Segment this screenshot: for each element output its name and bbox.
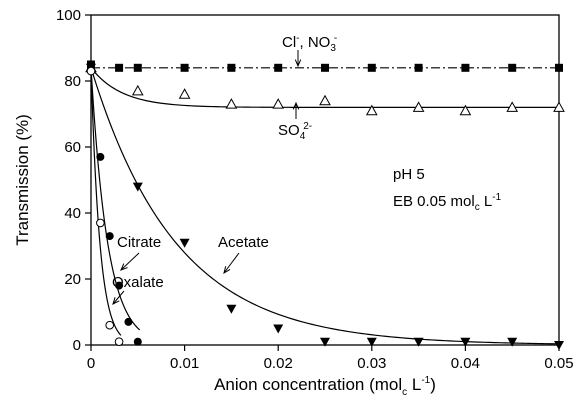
y-tick-label: 60: [64, 139, 81, 156]
so4-point: [272, 98, 285, 109]
annotation-so4: SO42-: [278, 121, 312, 142]
arrow-acetate: [223, 252, 240, 274]
so4-point: [365, 104, 378, 116]
x-axis-title: Anion concentration (molc L-1): [214, 375, 436, 398]
arrow-citrate-head: [120, 263, 128, 271]
annotation-oxalate: Oxalate: [112, 274, 164, 291]
so4-point: [459, 104, 472, 116]
acetate-point: [554, 341, 564, 350]
acetate-point: [132, 182, 143, 192]
x-axis-title-tail: L: [407, 375, 421, 394]
x-tick-label: 0.01: [170, 355, 199, 372]
annotation-eb: EB 0.05 molc L-1: [393, 192, 502, 213]
cl-no3-point: [180, 63, 189, 72]
cl-no3-point: [274, 63, 283, 72]
arrow-citrate: [120, 252, 140, 271]
y-tick-label: 80: [64, 73, 81, 90]
acetate-point: [413, 337, 424, 347]
so4-point: [553, 101, 565, 112]
cl-no3-point: [367, 63, 376, 72]
oxalate-point: [86, 66, 96, 76]
y-tick-label: 20: [64, 271, 81, 288]
annotation-eb-tail: L: [480, 193, 493, 210]
arrow-acetate-head: [223, 266, 231, 275]
annotation-no3: , NO: [300, 34, 331, 51]
so4-point: [131, 84, 144, 96]
y-axis-title: Transmission (%): [13, 114, 32, 246]
arrow-oxalate: [112, 290, 125, 305]
arrow-cl-no3-head: [294, 59, 302, 68]
arrow-so4-head: [292, 101, 300, 110]
x-tick-label: 0.02: [264, 355, 293, 372]
acetate-point: [460, 337, 471, 347]
cl-no3-point: [414, 63, 423, 72]
x-axis-title-main: Anion concentration (mol: [214, 375, 402, 394]
data-markers: [85, 60, 565, 350]
acetate-fit-curve: [90, 67, 560, 345]
arrow-oxalate-head: [112, 297, 120, 305]
oxalate-fit-curve: [90, 67, 122, 336]
x-axis-title-sup: -1: [421, 375, 430, 386]
acetate-point: [366, 337, 377, 347]
x-tick-label: 0: [87, 355, 95, 372]
citrate-point: [105, 232, 114, 241]
cl-no3-point: [321, 63, 329, 72]
cl-no3-point: [461, 63, 470, 72]
acetate-point: [226, 304, 237, 314]
annotation-eb-sub: c: [475, 202, 480, 213]
citrate-point: [124, 317, 133, 326]
annotation-citrate: Citrate: [117, 234, 161, 251]
annotation-acetate: Acetate: [218, 234, 269, 251]
cl-no3-point: [133, 63, 142, 72]
citrate-point: [133, 337, 142, 346]
so4-point: [412, 101, 425, 112]
y-tick-label: 0: [73, 337, 81, 354]
acetate-point: [179, 238, 190, 248]
annotation-ph: pH 5: [393, 166, 425, 183]
cl-no3-point: [555, 63, 563, 72]
cl-no3-point: [115, 63, 124, 72]
oxalate-point: [96, 218, 105, 228]
so4-fit-curve: [90, 67, 559, 108]
acetate-point: [273, 324, 284, 334]
acetate-point: [320, 337, 330, 347]
y-tick-label: 40: [64, 205, 81, 222]
so4-point: [225, 98, 238, 109]
axis-ticks: 0 0.01 0.02 0.03 0.04 0.05 0 20 40 60 80 100: [56, 7, 574, 372]
annotation-eb-main: EB 0.05 mol: [393, 193, 475, 210]
x-axis-title-close: ): [430, 375, 436, 394]
x-tick-label: 0.03: [357, 355, 386, 372]
so4-point: [319, 94, 331, 106]
annotation-no3-sub: 3: [330, 43, 336, 54]
citrate-point: [96, 152, 105, 161]
oxalate-point: [114, 337, 124, 347]
annotation-arrows: [112, 50, 302, 305]
x-tick-label: 0.04: [451, 355, 480, 372]
cl-no3-point: [508, 63, 517, 72]
so4-point: [506, 101, 519, 112]
annotation-so4-sub: 4: [300, 131, 306, 142]
y-tick-label: 100: [56, 7, 81, 24]
x-tick-label: 0.05: [544, 355, 573, 372]
annotation-no3-sup: -: [334, 33, 337, 44]
acetate-point: [507, 337, 518, 347]
cl-no3-point: [227, 63, 236, 72]
annotation-cl: Cl: [282, 34, 296, 51]
oxalate-point: [105, 320, 115, 330]
so4-point: [178, 88, 191, 99]
annotation-cl-no3: Cl-, NO3-: [282, 33, 337, 54]
annotation-cl-sup: -: [296, 33, 299, 44]
x-axis-title-sub: c: [402, 387, 407, 398]
annotation-eb-sup: -1: [492, 192, 501, 203]
citrate-point: [115, 281, 124, 290]
annotation-so4-sup: 2-: [303, 121, 312, 132]
annotation-so4-main: SO: [278, 122, 300, 139]
